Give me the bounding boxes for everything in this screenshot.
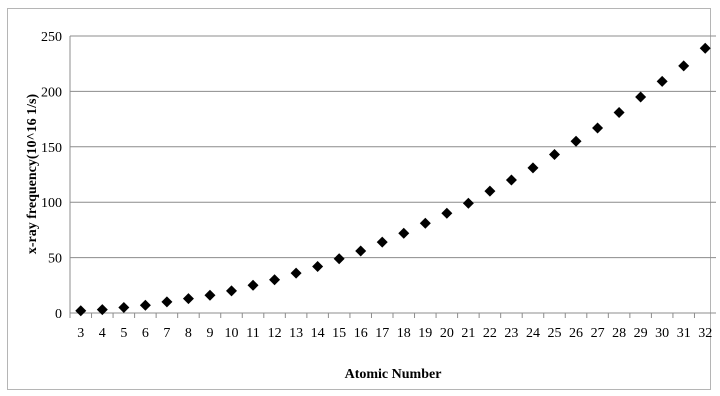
data-point [161, 296, 173, 308]
x-tick-label: 29 [634, 326, 648, 341]
x-tick-label: 13 [289, 326, 303, 341]
data-point [484, 185, 496, 197]
x-tick-label: 16 [354, 326, 368, 341]
data-point [247, 279, 259, 291]
data-point [355, 245, 367, 257]
data-point [678, 60, 690, 72]
y-tick-label: 0 [55, 307, 62, 322]
data-point [613, 106, 625, 118]
x-tick-label: 21 [461, 326, 475, 341]
x-tick-label: 3 [77, 326, 84, 341]
data-point [312, 260, 324, 272]
x-tick-label: 26 [569, 326, 583, 341]
data-point [505, 174, 517, 186]
x-tick-label: 10 [225, 326, 239, 341]
data-point [527, 162, 539, 174]
x-tick-label: 32 [698, 326, 712, 341]
data-point [333, 253, 345, 265]
y-axis-title: x-ray frequency(10^16 1/s) [25, 94, 40, 255]
data-point [592, 122, 604, 134]
data-point [139, 299, 151, 311]
y-tick-label: 200 [41, 85, 62, 100]
chart-frame [7, 8, 711, 390]
y-tick-label: 100 [41, 196, 62, 211]
x-tick-label: 14 [311, 326, 325, 341]
data-point [699, 42, 711, 54]
x-tick-label: 25 [548, 326, 562, 341]
y-tick-label: 150 [41, 141, 62, 156]
data-point [226, 285, 237, 297]
y-tick-label: 250 [41, 30, 62, 45]
data-point [182, 293, 194, 305]
data-point [269, 274, 281, 286]
data-point [118, 301, 130, 313]
x-tick-label: 5 [120, 326, 127, 341]
x-tick-label: 19 [418, 326, 432, 341]
x-tick-label: 12 [268, 326, 282, 341]
x-tick-label: 31 [677, 326, 691, 341]
data-point [96, 304, 108, 316]
y-tick-label: 50 [48, 252, 62, 267]
x-tick-label: 20 [440, 326, 454, 341]
data-point [376, 236, 388, 248]
data-point [290, 267, 302, 279]
data-point [441, 207, 453, 219]
data-point [570, 135, 582, 147]
data-point [656, 75, 668, 87]
x-tick-label: 30 [655, 326, 669, 341]
x-tick-label: 27 [591, 326, 605, 341]
x-tick-label: 7 [163, 326, 170, 341]
x-tick-label: 18 [397, 326, 411, 341]
x-tick-label: 15 [332, 326, 346, 341]
data-point [398, 227, 410, 239]
data-point [549, 149, 560, 161]
x-tick-label: 11 [246, 326, 259, 341]
data-point [635, 91, 647, 103]
x-tick-label: 8 [185, 326, 192, 341]
x-tick-label: 6 [142, 326, 149, 341]
data-point [204, 289, 216, 301]
x-tick-label: 22 [483, 326, 497, 341]
x-tick-label: 28 [612, 326, 626, 341]
x-tick-label: 24 [526, 326, 540, 341]
data-point [419, 217, 431, 229]
data-point [462, 197, 474, 209]
x-tick-label: 17 [375, 326, 389, 341]
data-point [75, 305, 87, 317]
x-tick-label: 9 [206, 326, 213, 341]
x-tick-label: 4 [99, 326, 106, 341]
x-tick-label: 23 [504, 326, 518, 341]
x-axis-title: Atomic Number [345, 367, 442, 382]
